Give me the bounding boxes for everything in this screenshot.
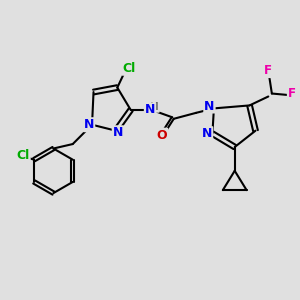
Text: N: N (113, 126, 123, 139)
Text: F: F (288, 87, 296, 100)
Text: N: N (145, 103, 155, 116)
Text: O: O (157, 129, 167, 142)
Text: N: N (202, 127, 212, 140)
Text: Cl: Cl (123, 62, 136, 75)
Text: F: F (264, 64, 272, 77)
Text: N: N (204, 100, 214, 112)
Text: N: N (84, 118, 94, 131)
Text: Cl: Cl (16, 149, 30, 162)
Text: H: H (150, 102, 159, 112)
